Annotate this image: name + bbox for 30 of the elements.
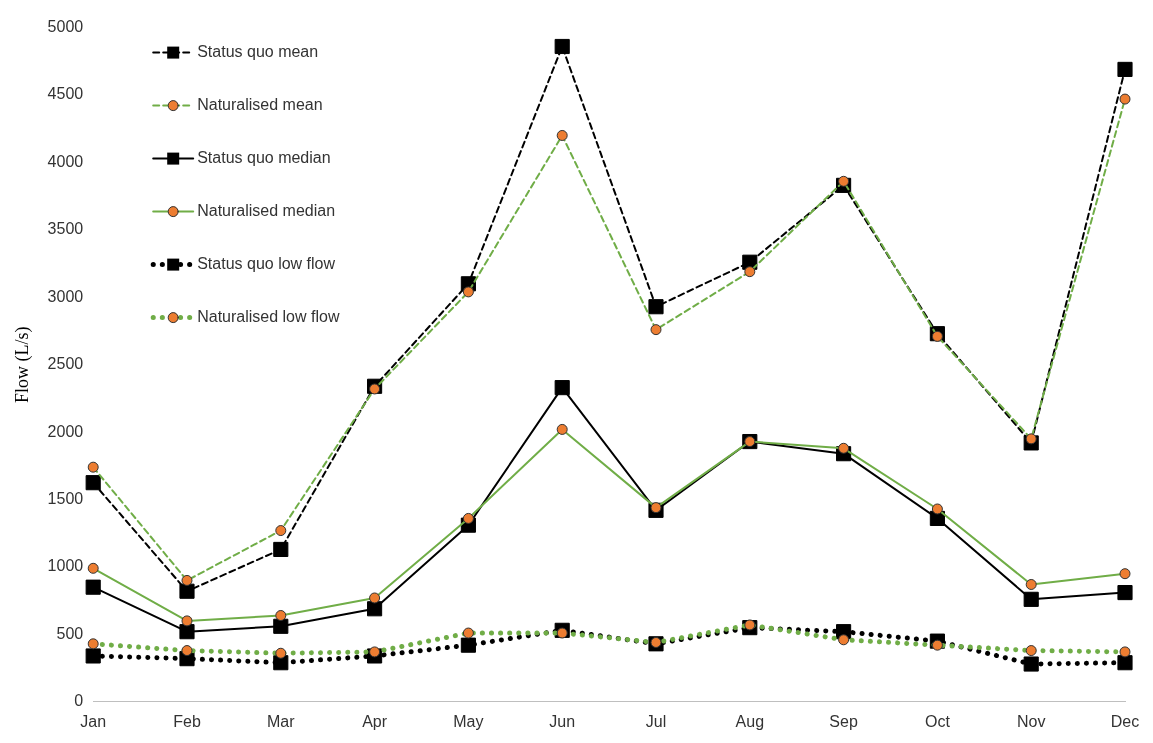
y-axis-title: Flow (L/s) (11, 326, 33, 403)
x-tick-label: Oct (924, 712, 951, 730)
y-tick-label: 2500 (47, 355, 84, 373)
x-tick-label: Sep (829, 712, 858, 730)
legend-label: Naturalised low flow (197, 308, 340, 326)
legend-label: Naturalised median (197, 202, 336, 220)
y-tick-label: 3500 (47, 220, 84, 238)
y-tick-label: 5000 (47, 18, 84, 36)
legend-label: Status quo median (197, 149, 331, 167)
x-tick-label: Mar (267, 712, 296, 730)
x-tick-label: Feb (173, 712, 201, 730)
y-tick-label: 2000 (47, 422, 84, 440)
x-tick-label: Jan (80, 712, 107, 730)
x-tick-label: Dec (1110, 712, 1140, 730)
y-tick-label: 500 (56, 624, 84, 642)
legend-label: Status quo low flow (197, 255, 336, 273)
y-tick-label: 4500 (47, 85, 84, 103)
x-tick-label: Aug (735, 712, 765, 730)
y-tick-label: 3000 (47, 287, 84, 305)
y-tick-label: 1000 (47, 557, 84, 575)
x-tick-label: Apr (362, 712, 388, 730)
legend-label: Status quo mean (197, 43, 319, 61)
x-tick-label: Jul (645, 712, 667, 730)
x-tick-label: Jun (549, 712, 576, 730)
y-tick-label: 4000 (47, 152, 84, 170)
y-tick-label: 0 (74, 692, 84, 710)
y-tick-label: 1500 (47, 489, 84, 507)
x-tick-label: Nov (1016, 712, 1046, 730)
x-tick-label: May (453, 712, 484, 730)
legend-label: Naturalised mean (197, 96, 323, 114)
